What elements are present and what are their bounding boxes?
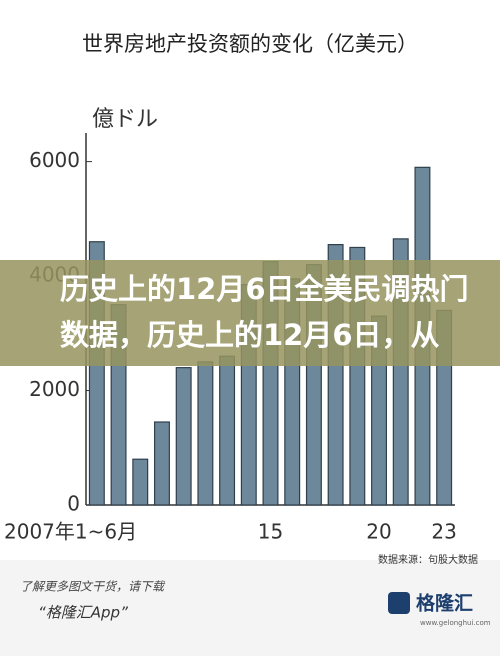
chart-title: 世界房地产投资额的变化（亿美元） (82, 32, 418, 56)
footer-app: “格隆汇App” (38, 604, 128, 622)
y-tick-label: 6000 (29, 148, 80, 172)
footer-tip: 了解更多图文干货，请下载 (20, 580, 166, 594)
bar (153, 421, 170, 506)
y-tick-label: 2000 (29, 377, 80, 401)
x-tick-label: 15 (258, 520, 283, 544)
source: 数据来源：句股大数据 (378, 553, 478, 566)
y-axis-label: 億ドル (92, 107, 158, 132)
bar (197, 361, 214, 506)
headline: 历史上的12月6日全美民调热门数据，历史上的12月6日，从 (60, 272, 469, 352)
bar (132, 458, 149, 506)
y-tick-label: 0 (67, 492, 80, 516)
bar (219, 355, 236, 506)
logo-site: www.gelonghui.com (420, 619, 491, 627)
logo-text: 格隆汇 (416, 592, 473, 615)
x-tick-label: 2007年1~6月 (4, 520, 137, 544)
logo-icon (388, 592, 410, 614)
bar (175, 367, 192, 506)
footer-bg (0, 560, 500, 656)
x-tick-label: 20 (366, 520, 391, 544)
overlay-banner: 历史上的12月6日全美民调热门数据，历史上的12月6日，从 (0, 260, 500, 366)
x-tick-label: 23 (431, 520, 456, 544)
